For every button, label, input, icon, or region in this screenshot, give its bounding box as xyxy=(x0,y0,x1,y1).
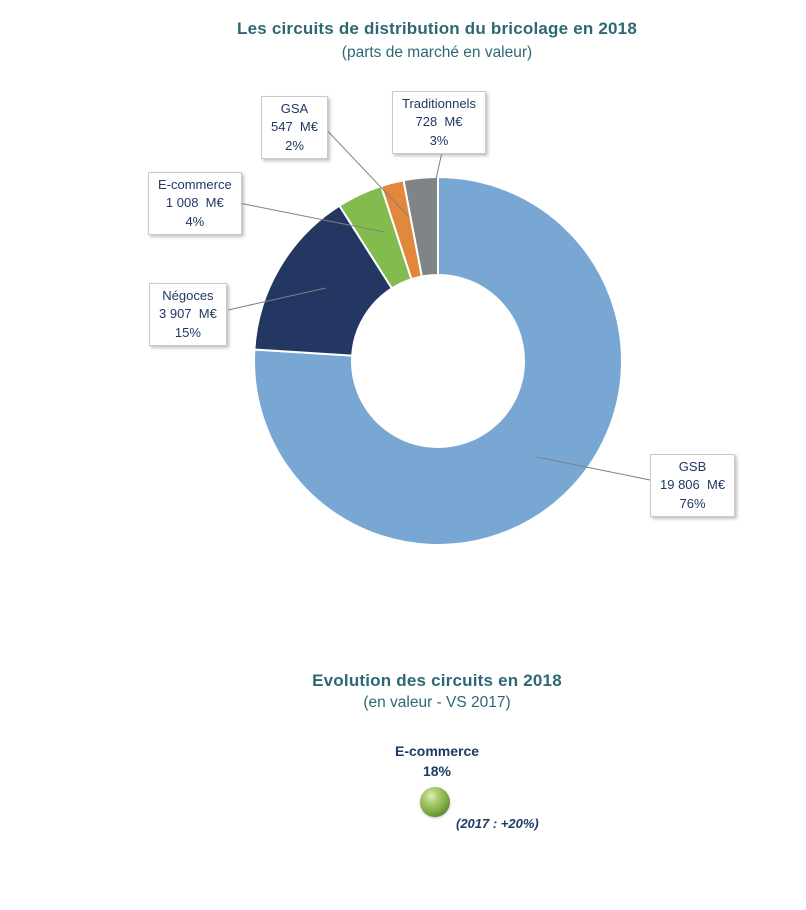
evolution-item-note: (2017 : +20%) xyxy=(456,816,539,831)
donut-chart xyxy=(227,124,651,546)
leader-line-gsa xyxy=(321,124,410,218)
callout-value: 19 806 M€ xyxy=(660,477,726,493)
green-sphere-icon xyxy=(420,787,450,817)
leader-lines xyxy=(227,124,651,481)
evolution-chart-subtitle: (en valeur - VS 2017) xyxy=(363,694,511,711)
callout-gsb: GSB 19 806 M€ 76% xyxy=(650,454,736,518)
callout-value: 1 008 M€ xyxy=(165,195,224,211)
callout-gsa: GSA 547 M€ 2% xyxy=(261,96,328,160)
callout-label: GSB xyxy=(678,459,707,474)
leader-line-negoces xyxy=(227,287,327,311)
callout-percent: 4% xyxy=(185,213,205,229)
callout-percent: 2% xyxy=(285,137,304,153)
donut-slice-gsb xyxy=(252,176,623,546)
callout-value: 728 M€ xyxy=(415,114,463,130)
evolution-chart-title: Evolution des circuits en 2018 xyxy=(312,671,562,690)
donut-slices xyxy=(252,176,623,546)
callout-percent: 76% xyxy=(679,495,706,511)
leader-line-gsb xyxy=(536,456,651,481)
donut-chart-subtitle: (parts de marché en valeur) xyxy=(341,44,533,61)
callout-negoces: Négoces 3 907 M€ 15% xyxy=(149,283,227,347)
callout-label: GSA xyxy=(280,101,309,116)
evolution-item-label: E-commerce xyxy=(394,743,480,759)
callout-value: 3 907 M€ xyxy=(159,306,217,322)
leader-line-ecommerce xyxy=(233,201,385,233)
callout-label: Traditionnels xyxy=(402,96,476,111)
callout-traditionnels: Traditionnels 728 M€ 3% xyxy=(392,91,486,155)
donut-chart-title: Les circuits de distribution du bricolag… xyxy=(237,19,637,38)
callout-label: E-commerce xyxy=(158,177,232,192)
callout-ecommerce: E-commerce 1 008 M€ 4% xyxy=(148,172,242,236)
callout-label: Négoces xyxy=(162,288,214,303)
donut-slice-traditionnels xyxy=(402,176,439,278)
callout-percent: 15% xyxy=(174,324,201,340)
callout-percent: 3% xyxy=(429,132,449,148)
callout-value: 547 M€ xyxy=(271,119,318,135)
evolution-item-value: 18% xyxy=(422,763,452,779)
